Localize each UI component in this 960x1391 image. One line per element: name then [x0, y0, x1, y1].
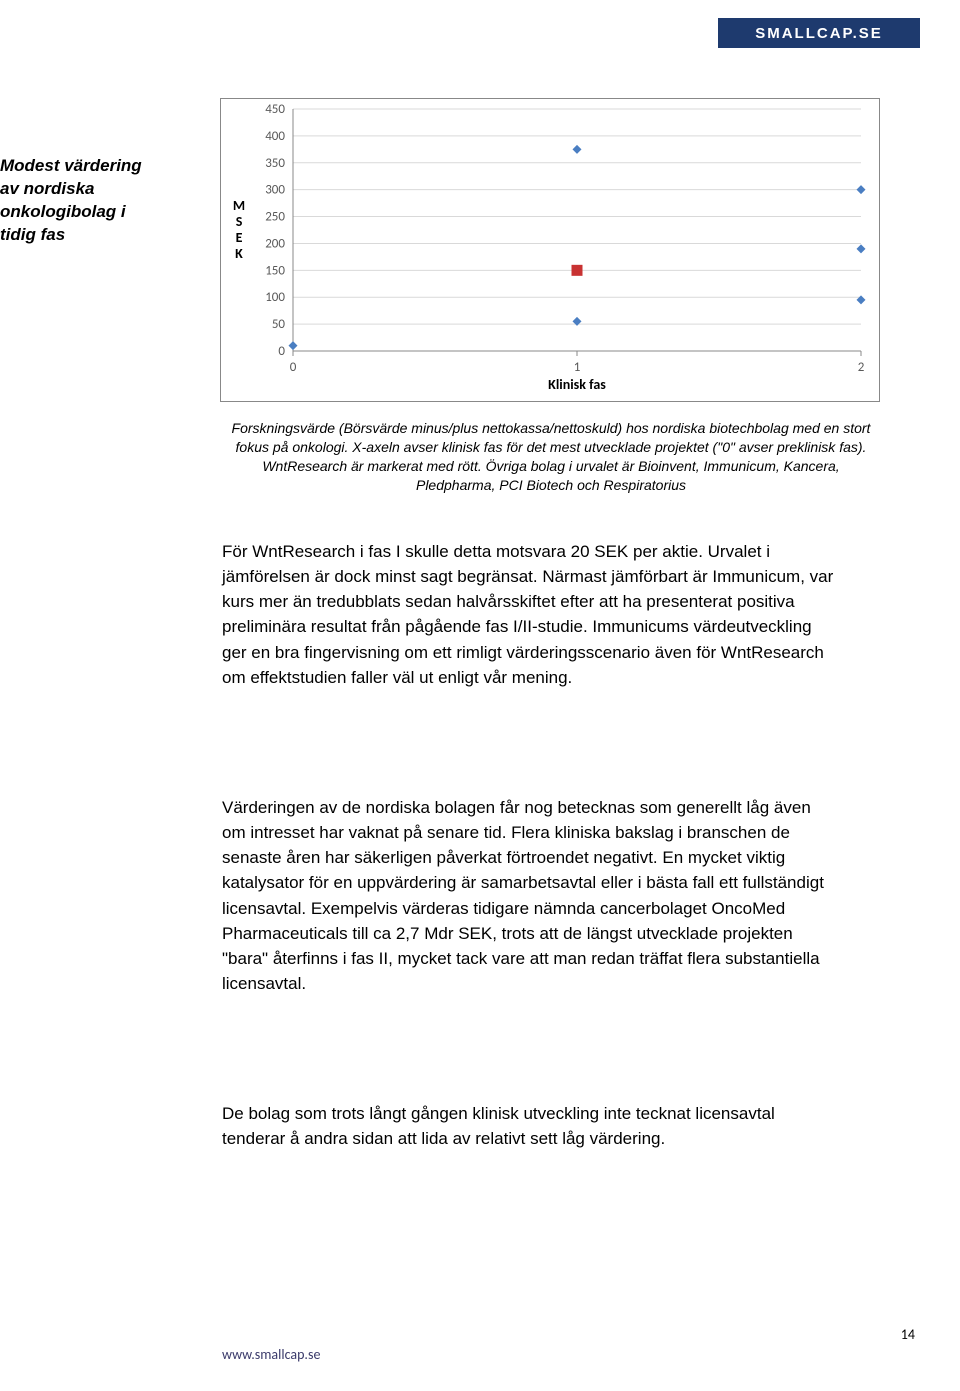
sidebar-heading: Modest värdering av nordiska onkologibol…	[0, 155, 155, 247]
svg-text:K: K	[235, 245, 243, 262]
brand-logo: SMALLCAP.SE	[718, 18, 920, 48]
svg-text:E: E	[236, 229, 243, 246]
svg-text:1: 1	[574, 360, 581, 375]
footer-url: www.smallcap.se	[222, 1346, 320, 1363]
paragraph-1: För WntResearch i fas I skulle detta mot…	[222, 539, 837, 690]
svg-text:0: 0	[290, 360, 297, 375]
svg-text:100: 100	[265, 290, 285, 305]
svg-text:400: 400	[265, 129, 285, 144]
paragraph-3: De bolag som trots långt gången klinisk …	[222, 1101, 837, 1151]
svg-text:300: 300	[265, 183, 285, 198]
scatter-chart: 0 50 100 150 200 250 300 350 400 450 0 1 2 MSEK Klinis…	[220, 98, 880, 402]
svg-text:250: 250	[265, 210, 285, 225]
svg-text:50: 50	[272, 317, 286, 332]
svg-text:M: M	[233, 197, 245, 214]
paragraph-2: Värderingen av de nordiska bolagen får n…	[222, 795, 837, 996]
chart-caption: Forskningsvärde (Börsvärde minus/plus ne…	[221, 419, 881, 495]
svg-text:2: 2	[858, 360, 865, 375]
svg-text:450: 450	[265, 102, 285, 117]
page-number: 14	[901, 1326, 915, 1343]
svg-text:150: 150	[265, 263, 285, 278]
svg-text:Klinisk fas: Klinisk fas	[548, 376, 606, 393]
svg-text:S: S	[236, 213, 243, 230]
svg-text:200: 200	[265, 236, 285, 251]
svg-text:0: 0	[278, 344, 285, 359]
svg-text:350: 350	[265, 156, 285, 171]
